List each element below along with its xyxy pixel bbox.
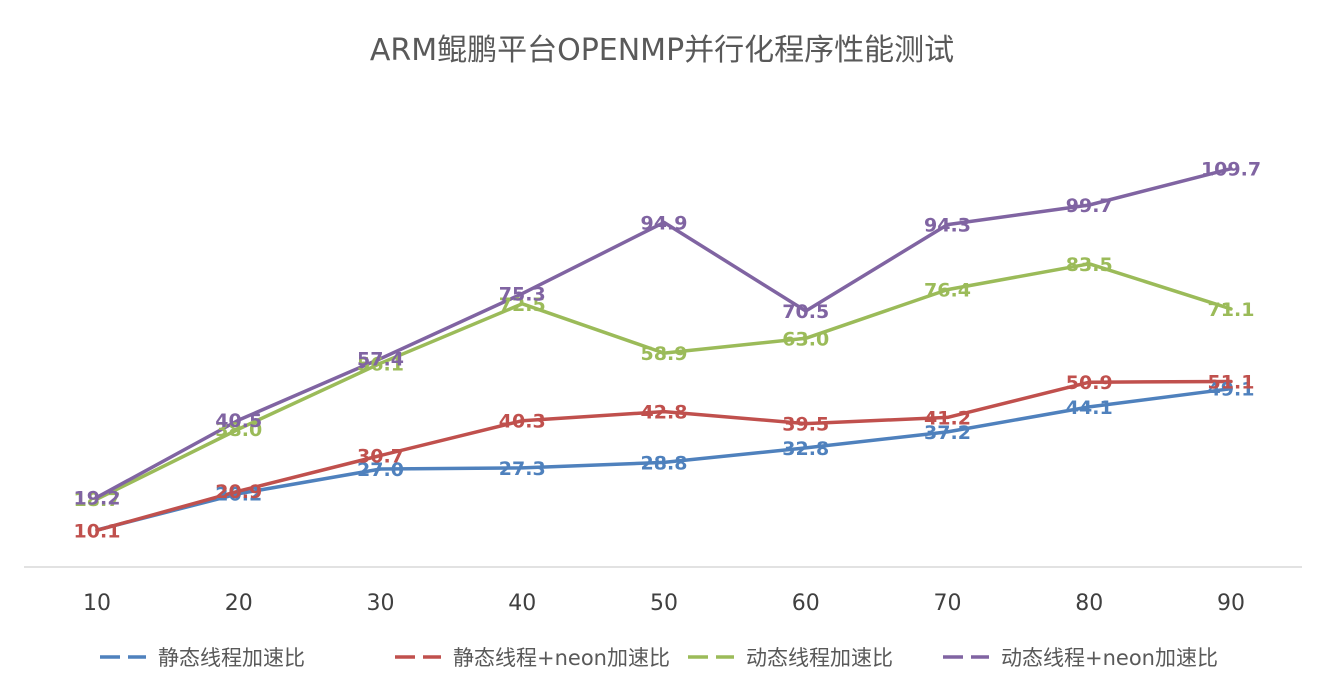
data-label: 20.2 [215,484,262,506]
data-label: 28.8 [641,452,688,474]
data-label: 58.9 [641,343,688,365]
x-tick-label: 20 [225,591,253,616]
data-label: 71.1 [1208,299,1255,321]
legend-label: 动态线程+neon加速比 [1001,646,1218,670]
data-label: 37.2 [924,422,971,444]
data-label: 49.1 [1208,379,1255,401]
series-line-1 [95,386,1233,532]
x-tick-label: 90 [1217,591,1245,616]
data-label: 94.9 [641,212,688,234]
series-lines [95,166,1233,533]
x-tick-label: 80 [1075,591,1103,616]
data-label: 18.7 [74,489,121,511]
legend-label: 静态线程加速比 [158,646,305,670]
data-label: 70.5 [782,301,829,323]
series-line-3 [95,262,1233,501]
data-label: 99.7 [1066,195,1113,217]
x-tick-label: 40 [508,591,536,616]
data-label: 20.9 [215,481,262,503]
data-label: 57.4 [357,349,404,371]
data-labels: 20.2 27.0 27.3 28.8 32.8 37.2 44.1 49.1 10.1 20.9… [74,159,1262,543]
data-label: 109.7 [1201,159,1261,181]
legend: 静态线程加速比 静态线程+neon加速比 动态线程加速比 动态线程+neon加速比 [100,646,1218,670]
x-tick-label: 10 [83,591,111,616]
x-tick-label: 60 [792,591,820,616]
data-label: 40.3 [499,411,546,433]
data-label: 50.9 [1066,372,1113,394]
series-line-2 [95,379,1233,533]
data-label: 39.5 [782,414,829,436]
data-label: 76.4 [924,280,971,302]
data-label: 41.2 [924,407,971,429]
data-label: 10.1 [74,520,121,542]
data-label: 40.5 [215,410,262,432]
data-label: 38.0 [215,419,262,441]
data-label: 72.5 [499,294,546,316]
data-label: 19.2 [74,487,121,509]
series-line-4 [95,166,1233,500]
data-label: 42.8 [641,402,688,424]
data-label: 27.0 [357,459,404,481]
x-tick-labels: 10 20 30 40 50 60 70 80 90 [83,591,1245,616]
data-label: 63.0 [782,328,829,350]
data-label: 51.1 [1208,371,1255,393]
x-tick-label: 70 [934,591,962,616]
data-label: 94.3 [924,215,971,237]
data-label: 56.1 [357,353,404,375]
legend-label: 静态线程+neon加速比 [453,646,670,670]
x-tick-label: 30 [367,591,395,616]
data-label: 44.1 [1066,397,1113,419]
data-label: 27.3 [499,458,546,480]
x-tick-label: 50 [650,591,678,616]
data-label: 83.5 [1066,254,1113,276]
data-label: 30.7 [357,446,404,468]
chart-title: ARM鲲鹏平台OPENMP并行化程序性能测试 [370,33,954,68]
data-label: 32.8 [782,438,829,460]
legend-label: 动态线程加速比 [746,646,893,670]
data-label: 75.3 [499,284,546,306]
